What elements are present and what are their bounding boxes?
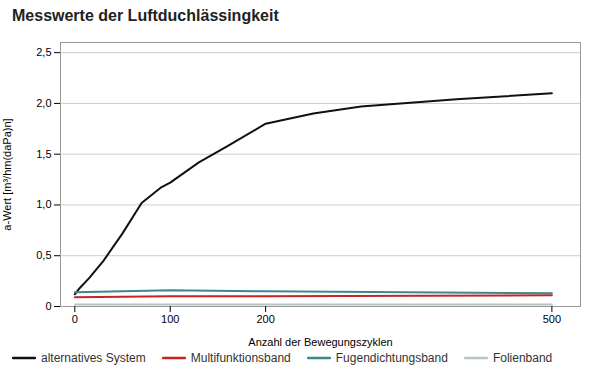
svg-text:100: 100	[161, 313, 179, 325]
svg-text:0: 0	[72, 313, 78, 325]
html-text:Messwerte der Luftduchlässingk: Messwerte der Luftduchlässingkeit	[12, 7, 279, 24]
html-text:Folienband: Folienband	[492, 351, 553, 365]
svg-text:0: 0	[45, 300, 51, 312]
svg-text:1,5: 1,5	[36, 148, 51, 160]
svg-text:2,0: 2,0	[36, 97, 51, 109]
html-text:Fugendichtungsband: Fugendichtungsband	[335, 351, 448, 365]
svg-text:200: 200	[256, 313, 274, 325]
svg-text:2,5: 2,5	[36, 46, 51, 58]
svg-text:a-Wert [m³/hm(daPa)n]: a-Wert [m³/hm(daPa)n]	[1, 118, 13, 230]
svg-text:500: 500	[543, 313, 561, 325]
html-text:alternatives System: alternatives System	[41, 351, 146, 365]
svg-text:Anzahl der Bewegungszyklen: Anzahl der Bewegungszyklen	[248, 336, 392, 348]
html-text:Multifunktionsband: Multifunktionsband	[190, 351, 291, 365]
svg-text:1,0: 1,0	[36, 198, 51, 210]
svg-text:0,5: 0,5	[36, 249, 51, 261]
